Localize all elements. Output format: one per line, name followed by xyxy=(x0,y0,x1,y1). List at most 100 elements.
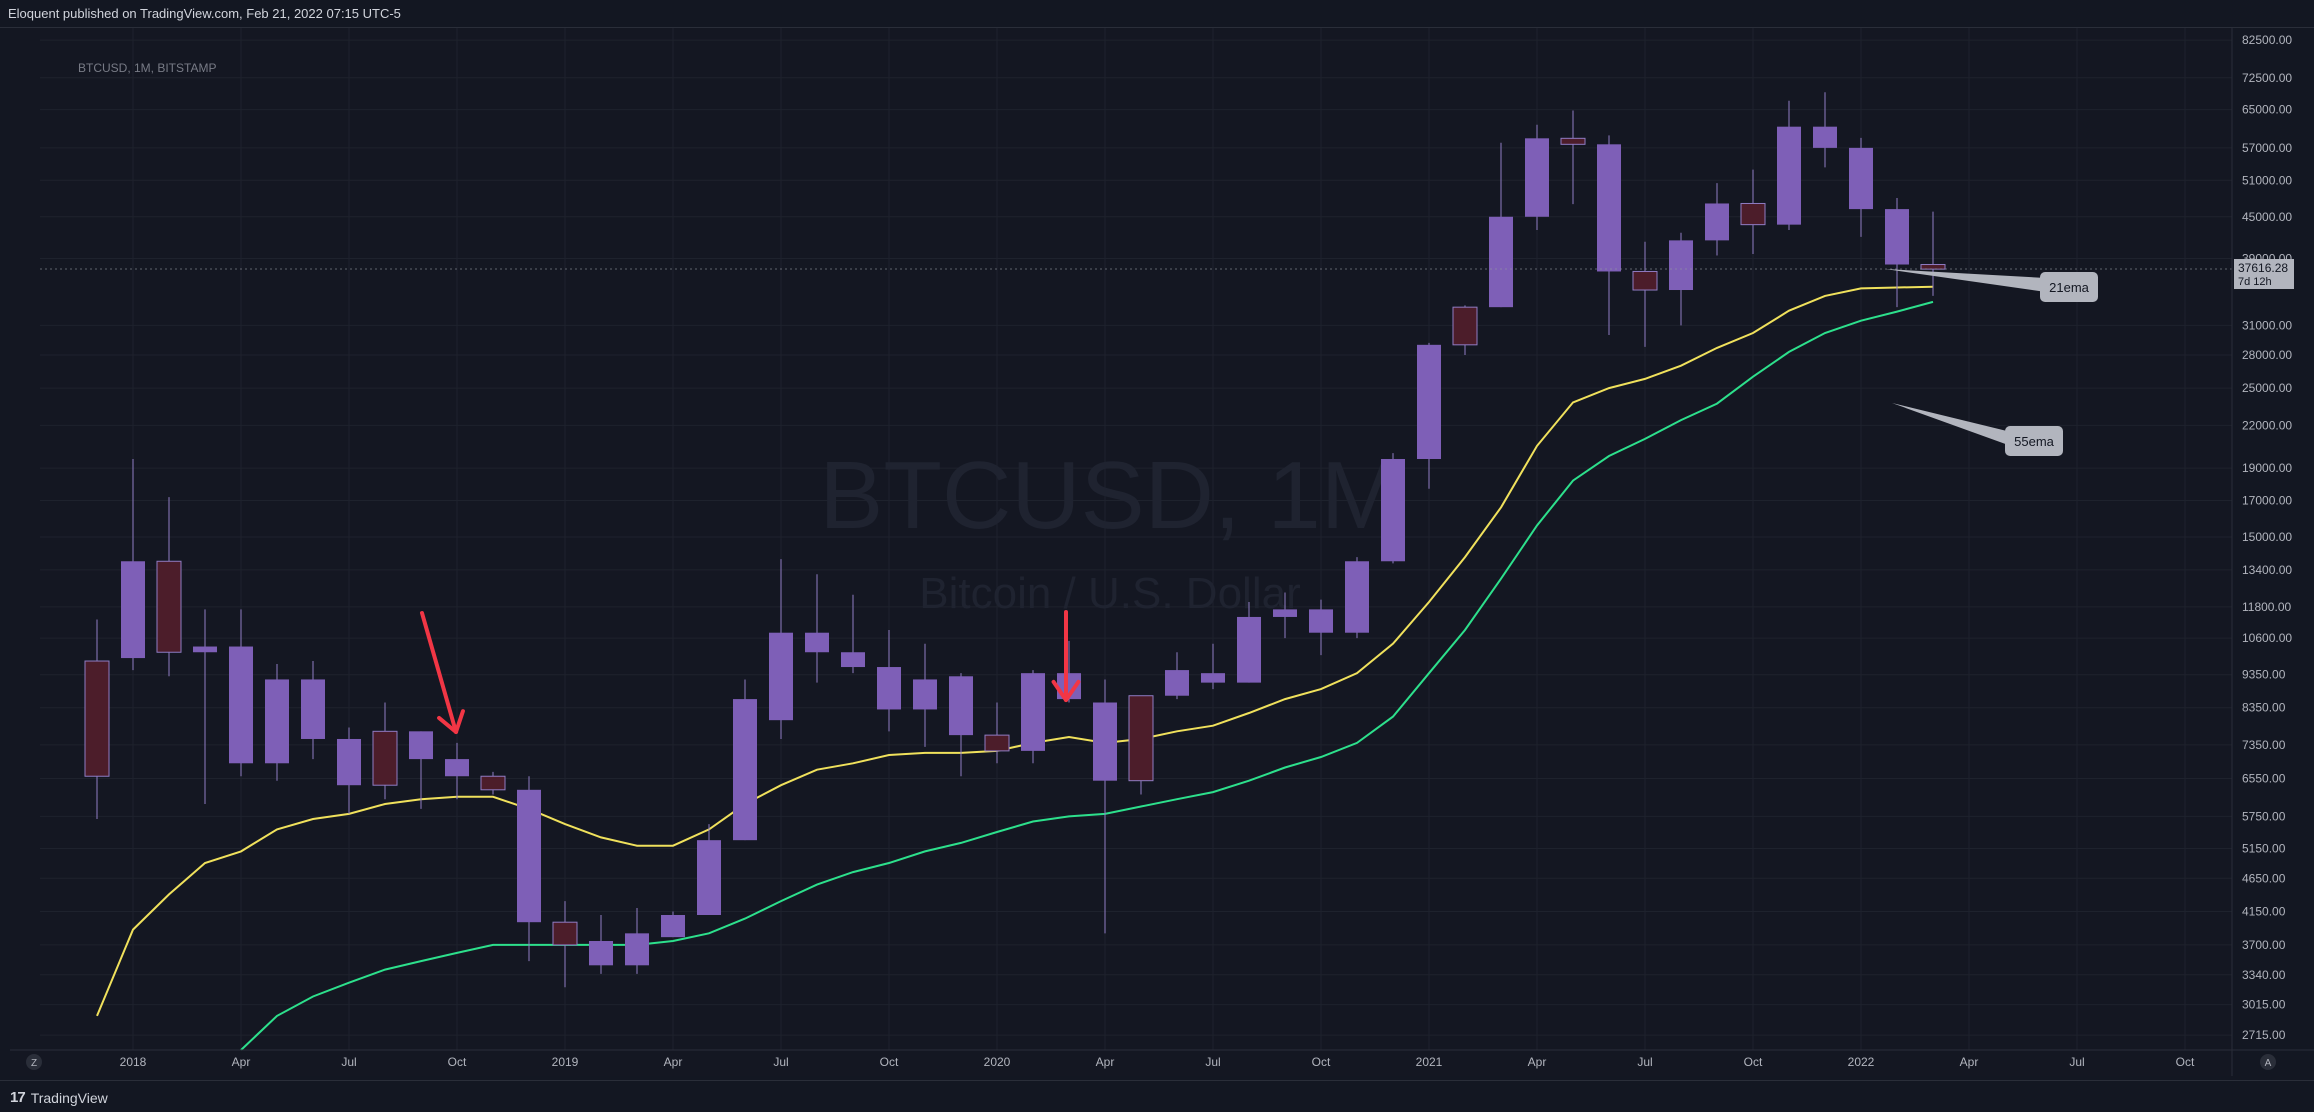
y-tick-label: 25000.00 xyxy=(2242,381,2292,395)
y-tick-label: 6550.00 xyxy=(2242,771,2286,785)
candle-body xyxy=(1345,561,1369,633)
candle-body xyxy=(1237,616,1261,683)
y-tick-label: 11800.00 xyxy=(2242,600,2291,614)
candle-body xyxy=(229,646,253,764)
candle-body xyxy=(1021,673,1045,751)
candle-body xyxy=(1885,209,1909,265)
candle-body xyxy=(913,679,937,710)
y-tick-label: 13400.00 xyxy=(2242,563,2292,577)
y-tick-label: 31000.00 xyxy=(2242,318,2292,332)
candle-body xyxy=(1777,126,1801,225)
x-tick-label: Apr xyxy=(1528,1055,1547,1069)
red-arrow-annotation xyxy=(420,611,458,734)
candle-body xyxy=(265,679,289,764)
candle-body xyxy=(984,734,1010,752)
y-tick-label: 82500.00 xyxy=(2242,33,2292,47)
y-tick-label: 5750.00 xyxy=(2242,809,2286,823)
y-tick-label: 8350.00 xyxy=(2242,701,2286,715)
x-tick-label: Jul xyxy=(2069,1055,2084,1069)
y-tick-label: 7350.00 xyxy=(2242,738,2286,752)
y-tick-label: 15000.00 xyxy=(2242,530,2292,544)
tradingview-logo[interactable]: 17 TradingView xyxy=(10,1089,108,1106)
symbol-info: BTCUSD, 1M, BITSTAMP xyxy=(78,61,217,75)
y-tick-label: 72500.00 xyxy=(2242,71,2292,85)
callout-55ema-pointer xyxy=(1892,403,2011,446)
y-tick-label: 22000.00 xyxy=(2242,418,2292,432)
candle-body xyxy=(1128,695,1154,782)
x-tick-label: Jul xyxy=(1205,1055,1220,1069)
candle-body xyxy=(1813,126,1837,148)
x-tick-label: 2021 xyxy=(1416,1055,1443,1069)
x-tick-label: 2022 xyxy=(1848,1055,1875,1069)
callout-55ema-text: 55ema xyxy=(2014,434,2055,449)
candle-body xyxy=(661,914,685,938)
x-tick-label: Apr xyxy=(1096,1055,1115,1069)
y-tick-label: 45000.00 xyxy=(2242,210,2292,224)
auto-scale-button[interactable] xyxy=(2260,1054,2276,1070)
candle-body xyxy=(1489,216,1513,308)
candle-body xyxy=(372,730,398,786)
y-tick-label: 3340.00 xyxy=(2242,968,2286,982)
candle-body xyxy=(949,676,973,736)
candle-body xyxy=(84,660,110,777)
candle-body xyxy=(1849,147,1873,210)
chart-area[interactable]: BTCUSD, 1M Bitcoin / U.S. Dollar 21ema 55em… xyxy=(10,28,2314,1076)
candle-body xyxy=(1381,459,1405,562)
auto-scale-label: A xyxy=(2265,1058,2272,1069)
candle-body xyxy=(409,731,433,760)
candle-body xyxy=(1273,609,1297,617)
brand-label: TradingView xyxy=(30,1089,108,1106)
x-tick-label: Apr xyxy=(232,1055,251,1069)
last-price-tag xyxy=(2234,259,2294,290)
x-tick-label: Jul xyxy=(1637,1055,1652,1069)
y-tick-label: 17000.00 xyxy=(2242,493,2292,507)
y-tick-label: 4150.00 xyxy=(2242,904,2286,918)
candle-body xyxy=(1452,306,1478,346)
x-tick-label: 2019 xyxy=(552,1055,579,1069)
candle-body xyxy=(1309,609,1333,633)
x-tick-label: Oct xyxy=(1744,1055,1763,1069)
zoom-reset-label: Z xyxy=(31,1058,37,1069)
x-tick-label: Apr xyxy=(1960,1055,1979,1069)
red-arrow-annotation-head xyxy=(1064,679,1081,702)
candle-body xyxy=(156,560,182,653)
footer-bar: 17 TradingView xyxy=(0,1080,2314,1112)
y-tick-label: 51000.00 xyxy=(2242,173,2292,187)
candle-body xyxy=(1165,670,1189,696)
x-tick-label: Oct xyxy=(880,1055,899,1069)
candle-body xyxy=(697,840,721,915)
y-tick-label: 65000.00 xyxy=(2242,103,2292,117)
y-tick-label: 9350.00 xyxy=(2242,668,2286,682)
callout-55ema-box xyxy=(2005,426,2063,456)
candle-body xyxy=(517,789,541,923)
candle-body xyxy=(733,699,757,841)
candle-body xyxy=(1632,270,1658,291)
callout-21ema-box xyxy=(2040,272,2098,302)
candle-body xyxy=(337,738,361,786)
callout-21ema-text: 21ema xyxy=(2049,280,2090,295)
y-tick-label: 19000.00 xyxy=(2242,461,2292,475)
x-tick-label: Jul xyxy=(773,1055,788,1069)
ema-line-21ema xyxy=(96,285,1934,1017)
y-tick-label: 57000.00 xyxy=(2242,141,2292,155)
candle-body xyxy=(1525,138,1549,217)
last-price-value: 37616.28 xyxy=(2238,261,2288,275)
price-axis xyxy=(2232,28,2314,1076)
x-tick-label: Oct xyxy=(1312,1055,1331,1069)
y-tick-label: 3700.00 xyxy=(2242,938,2286,952)
zoom-reset-button[interactable] xyxy=(26,1054,42,1070)
candle-body xyxy=(769,632,793,721)
publish-header: Eloquent published on TradingView.com, F… xyxy=(0,0,2314,28)
watermark-description: Bitcoin / U.S. Dollar xyxy=(919,569,1300,618)
y-tick-label: 4650.00 xyxy=(2242,871,2286,885)
publish-info: Eloquent published on TradingView.com, F… xyxy=(8,6,401,21)
price-chart[interactable]: BTCUSD, 1M Bitcoin / U.S. Dollar 21ema 55em… xyxy=(10,28,2314,1076)
red-arrow-annotation-head xyxy=(1051,679,1068,702)
y-tick-label: 10600.00 xyxy=(2242,631,2292,645)
x-tick-label: Apr xyxy=(664,1055,683,1069)
candle-body xyxy=(841,652,865,668)
candle-body xyxy=(121,561,145,659)
y-tick-label: 2715.00 xyxy=(2242,1028,2286,1042)
candle-body xyxy=(1201,673,1225,683)
candle-body xyxy=(301,679,325,739)
